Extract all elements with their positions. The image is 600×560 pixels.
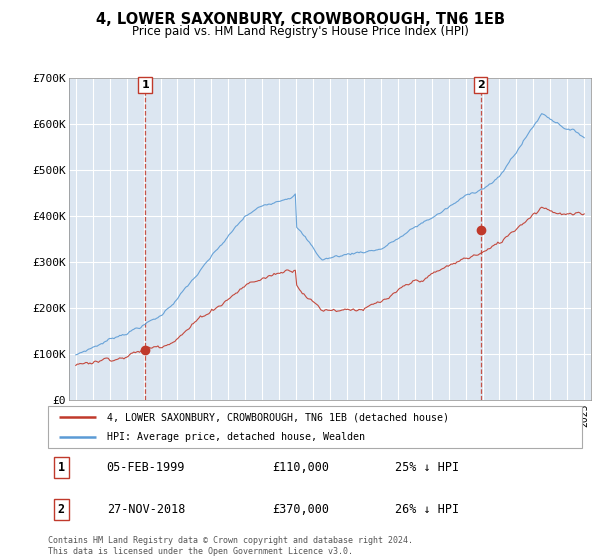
Text: 4, LOWER SAXONBURY, CROWBOROUGH, TN6 1EB (detached house): 4, LOWER SAXONBURY, CROWBOROUGH, TN6 1EB…: [107, 412, 449, 422]
Text: Price paid vs. HM Land Registry's House Price Index (HPI): Price paid vs. HM Land Registry's House …: [131, 25, 469, 38]
Text: HPI: Average price, detached house, Wealden: HPI: Average price, detached house, Weal…: [107, 432, 365, 442]
Text: £110,000: £110,000: [272, 461, 329, 474]
FancyBboxPatch shape: [48, 406, 582, 448]
Text: 27-NOV-2018: 27-NOV-2018: [107, 503, 185, 516]
Text: £370,000: £370,000: [272, 503, 329, 516]
Text: 1: 1: [141, 80, 149, 90]
Text: 05-FEB-1999: 05-FEB-1999: [107, 461, 185, 474]
Text: 2: 2: [477, 80, 485, 90]
Text: Contains HM Land Registry data © Crown copyright and database right 2024.
This d: Contains HM Land Registry data © Crown c…: [48, 536, 413, 556]
Text: 4, LOWER SAXONBURY, CROWBOROUGH, TN6 1EB: 4, LOWER SAXONBURY, CROWBOROUGH, TN6 1EB: [95, 12, 505, 27]
Text: 25% ↓ HPI: 25% ↓ HPI: [395, 461, 459, 474]
Text: 26% ↓ HPI: 26% ↓ HPI: [395, 503, 459, 516]
Text: 2: 2: [58, 503, 65, 516]
Text: 1: 1: [58, 461, 65, 474]
